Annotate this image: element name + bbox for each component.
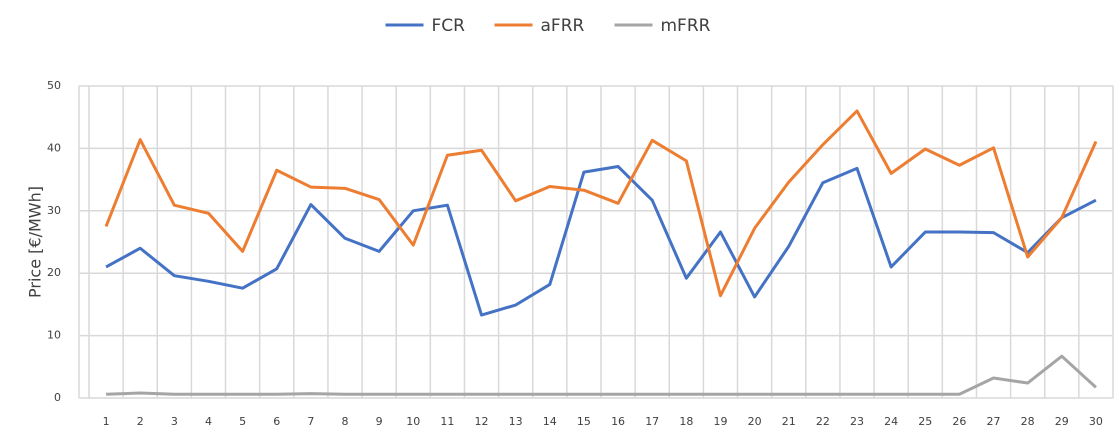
x-tick-label: 19 bbox=[713, 415, 727, 428]
x-tick-label: 26 bbox=[952, 415, 966, 428]
series-line bbox=[104, 109, 1098, 298]
x-tick-label: 23 bbox=[850, 415, 864, 428]
x-tick-label: 20 bbox=[748, 415, 762, 428]
x-tick-label: 22 bbox=[816, 415, 830, 428]
x-tick-label: 21 bbox=[782, 415, 796, 428]
legend-label: mFRR bbox=[661, 16, 711, 36]
x-tick-label: 6 bbox=[273, 415, 280, 428]
y-tick-label: 0 bbox=[54, 391, 61, 404]
x-tick-label: 29 bbox=[1055, 415, 1069, 428]
x-tick-label: 28 bbox=[1021, 415, 1035, 428]
x-tick-label: 17 bbox=[645, 415, 659, 428]
x-tick-label: 12 bbox=[475, 415, 489, 428]
x-tick-label: 7 bbox=[307, 415, 314, 428]
x-tick-label: 15 bbox=[577, 415, 591, 428]
series-line bbox=[106, 354, 1097, 396]
x-tick-label: 13 bbox=[509, 415, 523, 428]
x-tick-label: 4 bbox=[205, 415, 212, 428]
y-tick-label: 50 bbox=[47, 79, 61, 92]
x-tick-label: 8 bbox=[342, 415, 349, 428]
x-tick-label: 24 bbox=[884, 415, 898, 428]
y-axis-title: Price [€/MWh] bbox=[26, 186, 45, 298]
x-tick-label: 14 bbox=[543, 415, 557, 428]
y-tick-label: 10 bbox=[47, 329, 61, 342]
x-tick-label: 9 bbox=[376, 415, 383, 428]
x-tick-label: 2 bbox=[137, 415, 144, 428]
y-tick-label: 40 bbox=[47, 141, 61, 154]
x-tick-label: 5 bbox=[239, 415, 246, 428]
x-tick-label: 10 bbox=[406, 415, 420, 428]
x-tick-label: 30 bbox=[1089, 415, 1103, 428]
x-tick-label: 1 bbox=[103, 415, 110, 428]
x-tick-label: 3 bbox=[171, 415, 178, 428]
x-tick-label: 11 bbox=[440, 415, 454, 428]
legend-label: FCR bbox=[432, 16, 466, 36]
legend-label: aFRR bbox=[541, 16, 585, 36]
y-tick-label: 20 bbox=[47, 266, 61, 279]
x-tick-label: 25 bbox=[918, 415, 932, 428]
x-tick-label: 18 bbox=[679, 415, 693, 428]
x-tick-label: 27 bbox=[987, 415, 1001, 428]
x-tick-label: 16 bbox=[611, 415, 625, 428]
y-tick-label: 30 bbox=[47, 204, 61, 217]
series-line bbox=[105, 164, 1097, 317]
